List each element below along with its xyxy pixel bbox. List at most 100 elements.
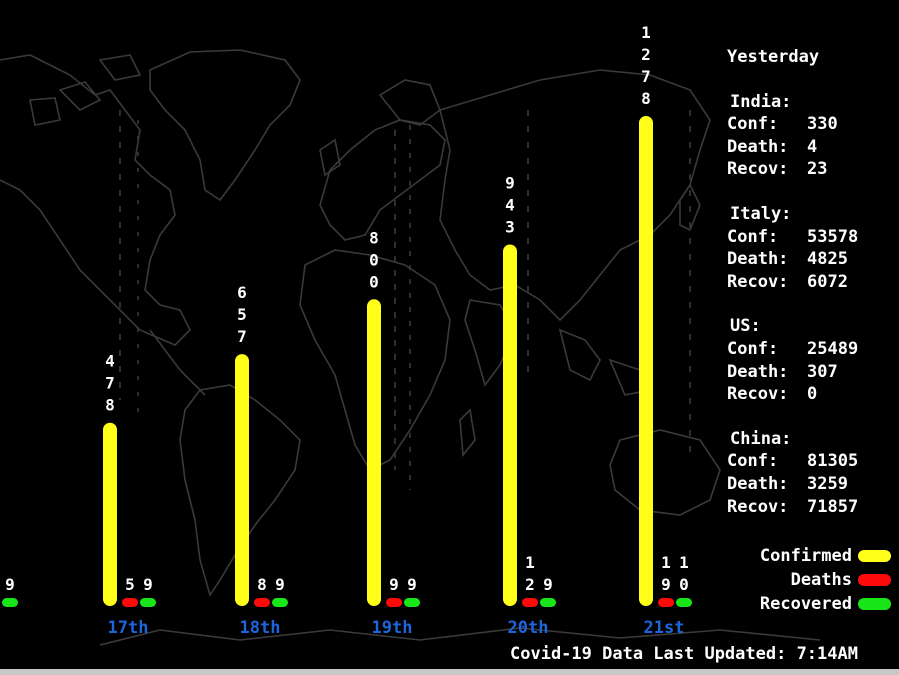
confirmed-value-label-char: 8: [369, 228, 379, 247]
stat-label: Death:: [727, 473, 789, 494]
confirmed-value-label-char: 5: [237, 305, 247, 324]
legend-label: Recovered: [759, 594, 852, 614]
stat-label: Conf:: [727, 451, 779, 472]
chart-legend: Confirmed Deaths Recovered: [731, 544, 891, 616]
deaths-value-label: 19: [661, 553, 671, 594]
legend-item: Deaths: [731, 568, 891, 592]
deaths-value-label: 9: [389, 575, 399, 594]
deaths-bar: [122, 598, 138, 607]
confirmed-value-label: 4 7 8: [105, 352, 115, 415]
recovered-value-label: 10: [679, 553, 689, 594]
day-label: 21st: [644, 618, 685, 638]
confirmed-value-label-char: 8: [641, 89, 651, 108]
stats-heading: Yesterday: [727, 47, 820, 67]
stat-value: 81305: [807, 451, 859, 472]
yesterday-stats-panel: Yesterday India: Conf: 330 Death: 4 Recov: 23 I…: [727, 46, 897, 540]
map-uk: [319, 138, 341, 177]
stat-row: Recov: 0: [727, 383, 897, 406]
confirmed-value-label: 9 4 3: [505, 173, 515, 236]
stat-value: 4: [807, 136, 818, 157]
legend-item: Recovered: [731, 592, 891, 616]
recovered-bar: [404, 598, 420, 607]
stat-row: Death: 307: [727, 361, 897, 384]
confirmed-value-label-char: 4: [105, 352, 115, 371]
deaths-value-label-char: 2: [525, 575, 535, 594]
country-name: Italy:: [730, 203, 792, 224]
day-label: 19th: [372, 618, 413, 638]
deaths-bar: [254, 598, 270, 607]
day-label: 18th: [240, 618, 281, 638]
stat-label: Recov:: [727, 271, 789, 292]
recovered-bar: [140, 598, 156, 607]
stat-value: 53578: [807, 226, 859, 247]
map-asia: [439, 69, 711, 322]
day-label: 20th: [508, 618, 549, 638]
stat-row: Recov: 23: [727, 158, 897, 181]
recovered-value-label-char: 1: [679, 553, 689, 572]
confirmed-bar: [639, 116, 653, 606]
recovered-value-label-char: 9: [407, 575, 417, 594]
map-antarctica: [99, 627, 821, 646]
stat-label: Recov:: [727, 496, 789, 517]
deaths-value-label: 12: [525, 553, 535, 594]
confirmed-value-label-char: 4: [505, 195, 515, 214]
map-canada-islands: [29, 54, 142, 126]
recovered-value-label: 9: [275, 575, 285, 594]
country-stats: China: Conf: 81305 Death: 3259 Recov: 71857: [727, 428, 897, 518]
confirmed-value-label: 1 2 7 8: [641, 23, 651, 108]
map-central-america: [149, 329, 206, 396]
deaths-value-label-char: 5: [125, 575, 135, 594]
last-updated-footer: Covid-19 Data Last Updated: 7:14AM: [510, 644, 858, 664]
confirmed-value-label-char: 2: [641, 45, 651, 64]
stat-row: Conf: 25489: [727, 338, 897, 361]
map-north-america: [0, 54, 191, 346]
legend-swatch: [858, 598, 891, 610]
stat-label: Recov:: [727, 384, 789, 405]
stat-label: Recov:: [727, 159, 789, 180]
map-japan: [679, 183, 701, 232]
stat-row: Death: 4: [727, 136, 897, 159]
confirmed-bar: [367, 299, 381, 606]
day-label: 17th: [108, 618, 149, 638]
map-africa: [299, 249, 451, 472]
deaths-value-label: 8: [257, 575, 267, 594]
bottom-border: [0, 669, 899, 675]
confirmed-value-label-char: 7: [105, 374, 115, 393]
stat-row: Recov: 71857: [727, 496, 897, 519]
stat-row: Death: 4825: [727, 248, 897, 271]
map-madagascar: [459, 408, 476, 458]
confirmed-value-label-char: 7: [641, 67, 651, 86]
deaths-value-label-char: 9: [661, 575, 671, 594]
recovered-value-label-char: 0: [679, 575, 689, 594]
stat-value: 3259: [807, 473, 848, 494]
recovered-bar: [676, 598, 692, 607]
stat-label: Death:: [727, 136, 789, 157]
confirmed-bar: [235, 354, 249, 606]
recovered-value-label: 9: [5, 575, 15, 594]
stat-value: 71857: [807, 496, 859, 517]
stat-value: 330: [807, 114, 838, 135]
deaths-value-label-char: 9: [389, 575, 399, 594]
deaths-value-label: 5: [125, 575, 135, 594]
deaths-value-label-char: 1: [661, 553, 671, 572]
stat-value: 25489: [807, 338, 859, 359]
confirmed-bar: [103, 422, 117, 606]
confirmed-value-label-char: 3: [505, 217, 515, 236]
confirmed-value-label-char: 0: [369, 272, 379, 291]
deaths-value-label-char: 1: [525, 553, 535, 572]
recovered-value-label-char: 9: [5, 575, 15, 594]
stat-value: 0: [807, 384, 818, 405]
legend-swatch: [858, 574, 891, 586]
country-name: India:: [730, 91, 792, 112]
deaths-bar: [386, 598, 402, 607]
confirmed-value-label-char: 1: [641, 23, 651, 42]
recovered-bar: [2, 598, 18, 607]
stat-value: 23: [807, 159, 828, 180]
deaths-value-label-char: 8: [257, 575, 267, 594]
confirmed-value-label-char: 7: [237, 327, 247, 346]
confirmed-value-label-char: 0: [369, 250, 379, 269]
country-stats: US: Conf: 25489 Death: 307 Recov: 0: [727, 315, 897, 405]
country-name: US:: [730, 316, 761, 337]
